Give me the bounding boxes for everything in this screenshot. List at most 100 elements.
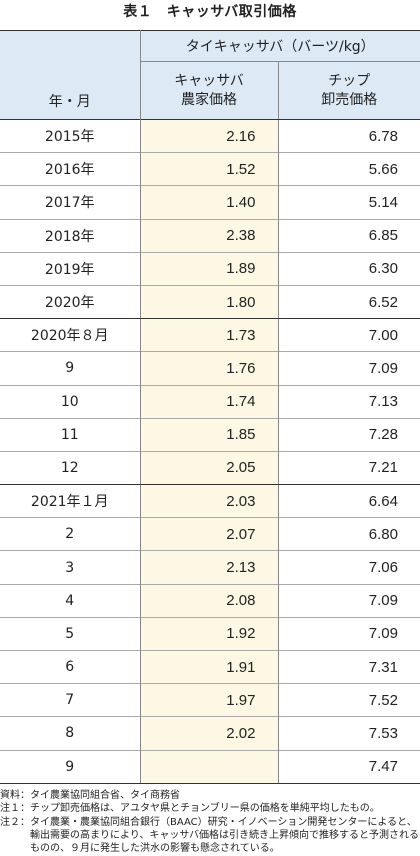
price-cell: 2.05 [140,451,278,484]
column-header: キャッサバ農家価格 [140,62,278,120]
row-label: 9 [0,750,140,783]
note-label: 注２： [0,816,30,856]
price-cell: 1.76 [140,352,278,385]
price-cell: 1.85 [140,418,278,451]
row-label: 2018年 [0,219,140,252]
price-cell: 6.85 [278,219,420,252]
price-cell: 2.13 [140,551,278,584]
row-label: 4 [0,584,140,617]
price-cell: 1.97 [140,684,278,717]
price-cell: 7.31 [278,651,420,684]
price-cell: 6.78 [278,120,420,153]
row-label: 7 [0,684,140,717]
note: 資料：タイ農業協同組合省、タイ商務省 [0,789,420,802]
price-cell: 1.52 [140,153,278,186]
row-label: 9 [0,352,140,385]
price-cell: 5.14 [278,186,420,219]
row-label: 2015年 [0,120,140,153]
note-label: 注１： [0,802,30,815]
price-cell [140,750,278,783]
price-cell: 2.02 [140,717,278,750]
column-header-line: キャッサバ [141,72,278,91]
price-cell: 2.03 [140,485,278,518]
price-cell: 2.16 [140,120,278,153]
price-cell: 1.74 [140,385,278,418]
price-cell: 5.66 [278,153,420,186]
price-cell: 7.52 [278,684,420,717]
note-text: タイ農業・農業協同組合銀行（BAAC）研究・イノベーション開発センターによると、… [30,816,420,856]
price-cell: 2.07 [140,518,278,551]
price-table: 年・月 タイキャッサバ（バーツ/kg） キャッサバ農家価格チップ卸売価格 201… [0,30,420,784]
row-label: 2016年 [0,153,140,186]
note: 注２：タイ農業・農業協同組合銀行（BAAC）研究・イノベーション開発センターによ… [0,816,420,856]
note-label: 資料： [0,789,30,802]
price-cell: 1.92 [140,617,278,650]
price-cell: 1.89 [140,252,278,285]
title: 表１ キャッサバ取引価格 [0,0,420,30]
column-header-line: チップ [279,72,420,91]
price-cell: 1.91 [140,651,278,684]
price-cell: 7.47 [278,750,420,783]
row-label: 10 [0,385,140,418]
price-cell: 2.38 [140,219,278,252]
column-header: チップ卸売価格 [278,62,420,120]
column-header-line: 農家価格 [141,91,278,110]
price-cell: 7.53 [278,717,420,750]
row-label: 2020年 [0,285,140,318]
row-label: 2017年 [0,186,140,219]
price-cell: 7.06 [278,551,420,584]
row-label: 2 [0,518,140,551]
note: 注１：チップ卸売価格は、アユタヤ県とチョンブリー県の価格を単純平均したもの。 [0,802,420,815]
price-cell: 6.64 [278,485,420,518]
row-label: 12 [0,451,140,484]
price-cell: 1.80 [140,285,278,318]
price-cell: 1.40 [140,186,278,219]
price-cell: 7.13 [278,385,420,418]
price-cell: 7.28 [278,418,420,451]
price-cell: 6.30 [278,252,420,285]
note-text: チップ卸売価格は、アユタヤ県とチョンブリー県の価格を単純平均したもの。 [30,802,380,815]
row-label: 6 [0,651,140,684]
row-label: 3 [0,551,140,584]
group-header: タイキャッサバ（バーツ/kg） [140,31,420,62]
price-cell: 1.73 [140,319,278,352]
price-cell: 7.09 [278,352,420,385]
row-label-header: 年・月 [0,31,140,120]
price-cell: 7.21 [278,451,420,484]
price-cell: 6.80 [278,518,420,551]
notes: 資料：タイ農業協同組合省、タイ商務省注１：チップ卸売価格は、アユタヤ県とチョンブ… [0,789,420,856]
row-label: 2021年１月 [0,485,140,518]
column-header-line: 卸売価格 [279,91,420,110]
price-cell: 6.52 [278,285,420,318]
price-cell: 7.00 [278,319,420,352]
row-label: 2019年 [0,252,140,285]
row-label: 2020年８月 [0,319,140,352]
row-label: 8 [0,717,140,750]
row-label: 11 [0,418,140,451]
price-cell: 2.08 [140,584,278,617]
price-cell: 7.09 [278,584,420,617]
note-text: タイ農業協同組合省、タイ商務省 [30,789,180,802]
price-cell: 7.09 [278,617,420,650]
page: 表１ キャッサバ取引価格 年・月 タイキャッサバ（バーツ/kg） キャッサバ農家… [0,0,420,838]
